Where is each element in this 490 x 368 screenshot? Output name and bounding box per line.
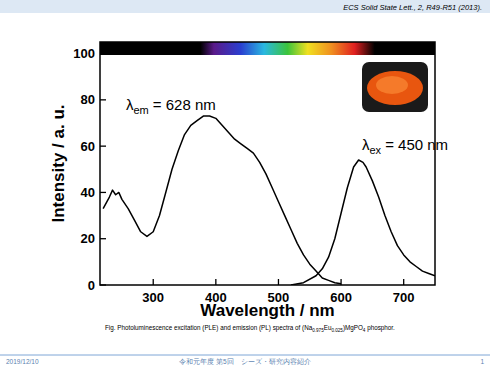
y-tick [100, 99, 106, 100]
spectrum-line [103, 116, 341, 284]
inset-photo [362, 62, 428, 112]
header-bar [0, 0, 490, 13]
caption: Fig. Photoluminescence excitation (PLE) … [105, 324, 395, 333]
citation: ECS Solid State Lett., 2, R49-R51 (2013)… [343, 3, 482, 12]
phosphor-powder [367, 71, 423, 105]
annotation-sub: em [134, 104, 149, 116]
y-tick [100, 192, 106, 193]
plot-frame [100, 42, 435, 285]
annotation-sub: ex [370, 144, 382, 156]
annotation-text: = 628 nm [153, 96, 216, 113]
caption-text: Fig. Photoluminescence excitation (PLE) … [105, 324, 313, 332]
footer-date: 2019/12/10 [6, 358, 39, 365]
x-tick-label: 700 [393, 290, 415, 305]
caption-sub: 0.975 [312, 328, 324, 333]
x-tick [403, 279, 404, 285]
annotation: λex= 450 nm [362, 136, 448, 156]
y-tick-label: 20 [81, 231, 95, 246]
y-tick-label: 0 [88, 278, 95, 293]
slide: ECS Solid State Lett., 2, R49-R51 (2013)… [0, 0, 490, 368]
phosphor-highlight [376, 76, 408, 94]
caption-text: )MgPO [343, 324, 363, 332]
x-tick [153, 279, 154, 285]
y-tick [100, 238, 106, 239]
y-tick-label: 80 [81, 92, 95, 107]
y-tick-label: 40 [81, 185, 95, 200]
y-tick-label: 100 [73, 46, 95, 61]
caption-sub: 0.025 [331, 328, 343, 333]
footer-title: 令和元年度 第5回 シーズ・研究内容紹介 [179, 358, 310, 366]
y-axis-label: Intensity / a. u. [49, 104, 68, 222]
y-tick-label: 60 [81, 139, 95, 154]
x-tick-label: 300 [142, 290, 164, 305]
x-tick [215, 279, 216, 285]
spectrum-bar [100, 42, 435, 55]
caption-text: phosphor. [365, 324, 395, 332]
footer-rule [0, 355, 490, 356]
y-tick [100, 145, 106, 146]
annotation-text: = 450 nm [385, 136, 448, 153]
x-tick [278, 279, 279, 285]
y-tick [100, 53, 106, 54]
x-axis-label: Wavelength / nm [200, 301, 334, 320]
footer-page: 1 [480, 358, 484, 365]
annotation: λem= 628 nm [126, 96, 216, 116]
spectrum-line [291, 160, 435, 285]
